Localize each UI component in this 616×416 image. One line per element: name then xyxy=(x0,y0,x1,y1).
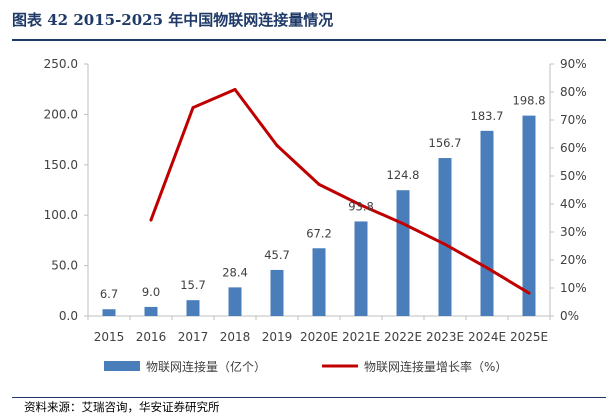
growth-rate-point xyxy=(191,106,195,110)
bar-value-label: 183.7 xyxy=(471,109,504,123)
x-tick-label: 2022E xyxy=(384,330,422,344)
right-tick-label: 30% xyxy=(560,225,587,239)
x-tick-label: 2018 xyxy=(220,330,251,344)
figure-title: 图表 42 2015-2025 年中国物联网连接量情况 xyxy=(12,11,334,29)
bar-value-label: 15.7 xyxy=(180,278,206,292)
left-tick-label: 150.0 xyxy=(44,158,78,172)
right-tick-label: 60% xyxy=(560,141,587,155)
bar xyxy=(312,248,326,316)
growth-rate-point xyxy=(317,182,321,186)
bar xyxy=(270,269,284,316)
bar-value-label: 93.8 xyxy=(348,199,374,213)
bar xyxy=(186,300,200,316)
bar xyxy=(102,309,116,316)
bar-value-label: 156.7 xyxy=(429,136,462,150)
bar-value-label: 67.2 xyxy=(306,226,332,240)
bar xyxy=(144,306,158,316)
line-series xyxy=(149,87,531,295)
left-tick-label: 200.0 xyxy=(44,107,78,121)
bar-series xyxy=(102,115,536,317)
right-tick-label: 40% xyxy=(560,197,587,211)
left-tick-label: 50.0 xyxy=(51,259,78,273)
right-tick-label: 10% xyxy=(560,281,587,295)
bar-value-label: 6.7 xyxy=(100,287,118,301)
growth-rate-point xyxy=(401,222,405,226)
data-labels: 6.7 9.0 15.7 28.4 45.7 67.2 93.8 124.8 156.7 183.… xyxy=(100,94,546,302)
left-tick-label: 100.0 xyxy=(44,208,78,222)
x-tick-label: 2019 xyxy=(262,330,293,344)
connections-chart: 0.0 50.0 100.0 150.0 200.0 250.0 0% 10% 20% 30% 40… xyxy=(44,57,587,374)
right-tick-label: 50% xyxy=(560,169,587,183)
growth-rate-point xyxy=(527,291,531,295)
x-tick-label: 2017 xyxy=(178,330,209,344)
chart-legend: 物联网连接量（亿个） 物联网连接量增长率（%） xyxy=(104,359,507,374)
bar xyxy=(480,130,494,316)
legend-bar-label: 物联网连接量（亿个） xyxy=(146,359,266,374)
bar-value-label: 198.8 xyxy=(513,94,546,108)
source-rule xyxy=(12,397,606,398)
bar xyxy=(396,190,410,316)
legend-bar-swatch xyxy=(104,361,140,371)
x-tick-label: 2024E xyxy=(468,330,506,344)
chart-axes: 0.0 50.0 100.0 150.0 200.0 250.0 0% 10% 20% 30% 40… xyxy=(44,57,587,344)
bar xyxy=(522,115,536,317)
growth-rate-point xyxy=(149,218,153,222)
growth-rate-point xyxy=(485,266,489,270)
bar xyxy=(438,158,452,316)
growth-rate-point xyxy=(443,242,447,246)
right-tick-label: 80% xyxy=(560,85,587,99)
x-tick-label: 2020E xyxy=(300,330,338,344)
x-tick-label: 2016 xyxy=(136,330,167,344)
right-tick-label: 0% xyxy=(560,309,579,323)
bar xyxy=(228,287,242,316)
legend-line-label: 物联网连接量增长率（%） xyxy=(364,359,507,374)
left-tick-label: 250.0 xyxy=(44,57,78,71)
growth-rate-line xyxy=(149,87,531,295)
growth-rate-point xyxy=(359,203,363,207)
growth-rate-point xyxy=(275,143,279,147)
x-tick-label: 2025E xyxy=(510,330,548,344)
right-tick-label: 90% xyxy=(560,57,587,71)
bar-value-label: 45.7 xyxy=(264,248,290,262)
x-tick-label: 2021E xyxy=(342,330,380,344)
left-tick-label: 0.0 xyxy=(59,309,78,323)
bar xyxy=(354,221,368,316)
bar-value-label: 28.4 xyxy=(222,265,248,279)
title-rule xyxy=(12,39,606,41)
bar-value-label: 124.8 xyxy=(387,168,420,182)
x-tick-label: 2023E xyxy=(426,330,464,344)
growth-rate-point xyxy=(233,87,237,91)
x-tick-label: 2015 xyxy=(94,330,125,344)
bar-value-label: 9.0 xyxy=(142,285,160,299)
source-note: 资料来源：艾瑞咨询，华安证券研究所 xyxy=(24,400,220,414)
right-tick-label: 70% xyxy=(560,113,587,127)
right-tick-label: 20% xyxy=(560,253,587,267)
